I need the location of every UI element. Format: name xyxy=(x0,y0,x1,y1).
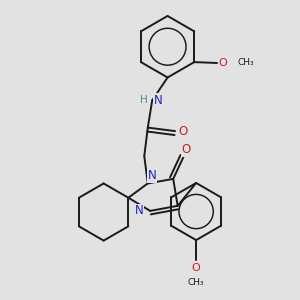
Text: CH₃: CH₃ xyxy=(237,58,254,68)
Text: CH₃: CH₃ xyxy=(188,278,205,287)
Text: O: O xyxy=(192,263,200,273)
Text: N: N xyxy=(135,204,144,218)
Text: O: O xyxy=(219,58,228,68)
Text: N: N xyxy=(154,94,162,107)
Text: H: H xyxy=(140,95,148,105)
Text: O: O xyxy=(181,143,190,156)
Text: N: N xyxy=(148,169,157,182)
Text: O: O xyxy=(178,124,188,138)
